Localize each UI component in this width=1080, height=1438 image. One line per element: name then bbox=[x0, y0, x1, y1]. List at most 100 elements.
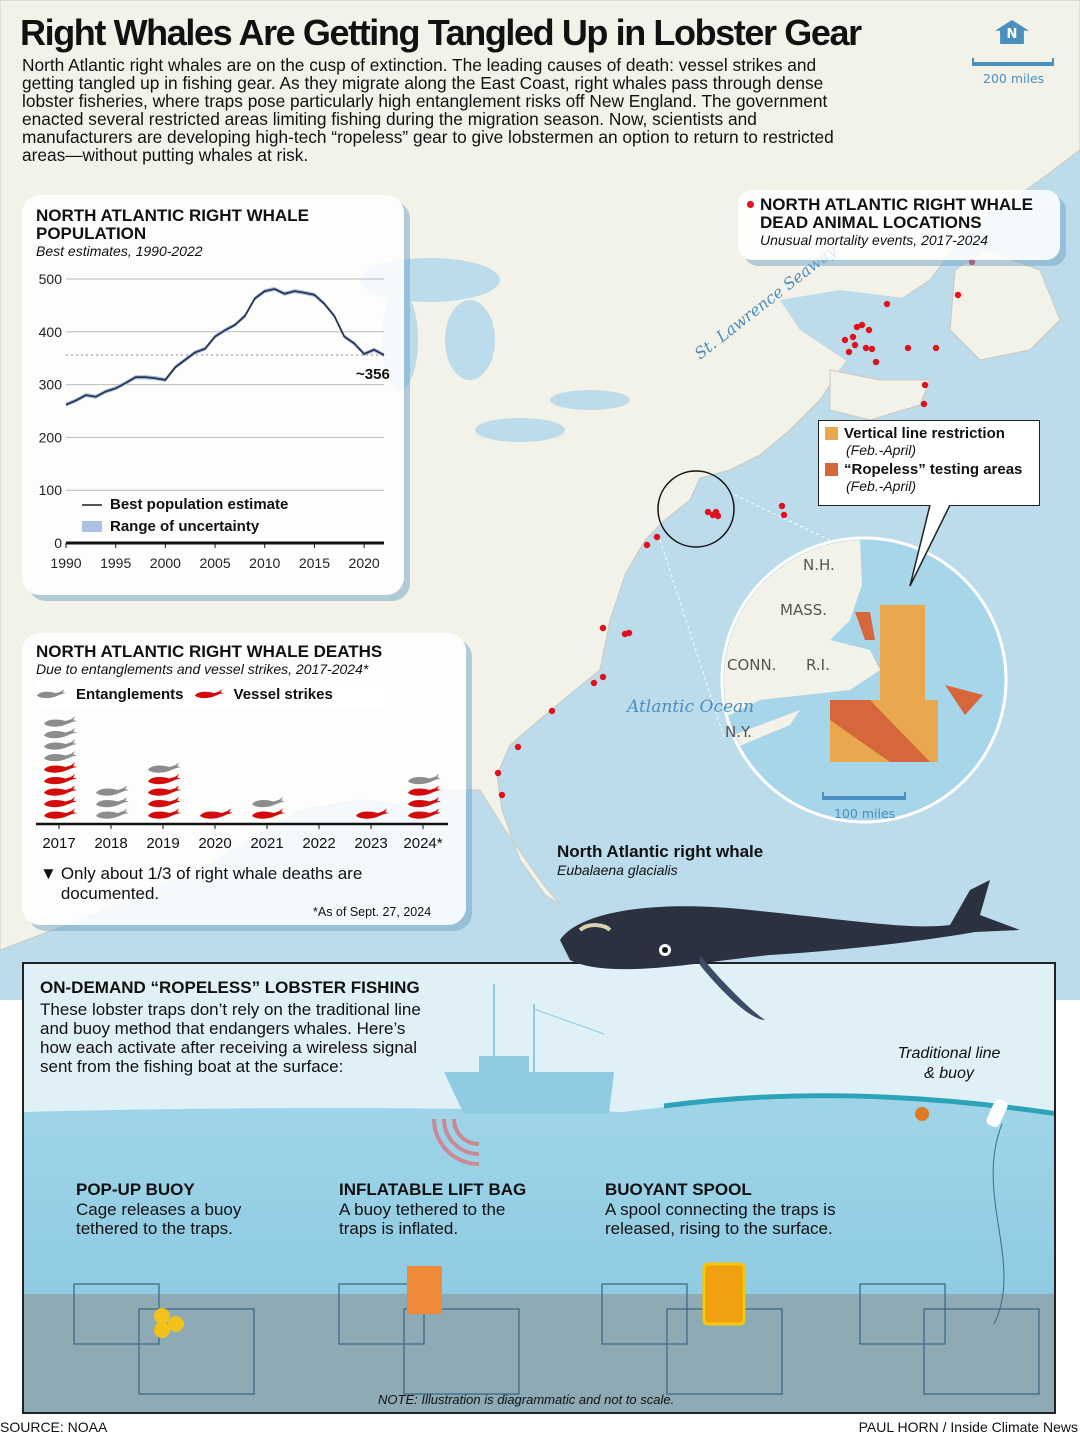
dead-animal-marker bbox=[865, 326, 873, 334]
x-tick-label: 2010 bbox=[249, 555, 280, 571]
dead-animal-marker bbox=[643, 541, 651, 549]
vessel-strikes-whale-mark bbox=[43, 762, 77, 773]
dead-animal-markers bbox=[494, 200, 976, 799]
x-tick-label: 1990 bbox=[50, 555, 81, 571]
x-tick-label: 2022 bbox=[302, 835, 335, 852]
band-swatch bbox=[82, 521, 102, 532]
legend-note: (Feb.-April) bbox=[846, 442, 917, 458]
wireless-signal-icon bbox=[432, 1118, 480, 1166]
restriction-legend: Vertical line restriction (Feb.-April) “… bbox=[818, 420, 1040, 506]
traditional-float-icon bbox=[986, 1098, 1008, 1128]
method-pop-up-buoy: POP-UP BUOY Cage releases a buoy tethered… bbox=[76, 1180, 242, 1238]
entanglements-whale-mark bbox=[43, 727, 77, 739]
dead-animal-marker bbox=[932, 344, 940, 352]
dead-locations-subtitle: Unusual mortality events, 2017-2024 bbox=[760, 232, 989, 248]
x-tick-label: 2017 bbox=[42, 835, 75, 852]
ropeless-testing-area bbox=[830, 700, 930, 762]
inset-state-mass: MASS. bbox=[780, 601, 828, 619]
traditional-label: Traditional line & buoy bbox=[897, 1045, 1001, 1082]
nova-scotia bbox=[829, 369, 931, 421]
vessel-strikes-whale-mark bbox=[355, 808, 389, 819]
vessel-strikes-whale-mark bbox=[251, 808, 285, 819]
legend-note: (Feb.-April) bbox=[846, 478, 917, 494]
whale-name: North Atlantic right whale bbox=[557, 842, 764, 861]
dead-animal-marker bbox=[653, 533, 661, 541]
current-population-annotation: ~356 bbox=[356, 366, 390, 383]
vessel-strikes-whale-mark bbox=[407, 808, 441, 819]
vessel-strikes-whale-mark bbox=[199, 808, 233, 819]
entanglements-whale-mark bbox=[43, 750, 77, 762]
dead-animal-marker bbox=[548, 707, 556, 715]
dead-animal-marker bbox=[778, 502, 786, 510]
inset-scale-bar bbox=[822, 792, 906, 800]
vessel-strikes-whale-mark bbox=[43, 796, 77, 808]
traditional-buoy-icon bbox=[915, 1107, 929, 1121]
entanglements-whale-mark bbox=[147, 762, 181, 773]
x-tick-label: 2023 bbox=[354, 835, 387, 852]
method-buoyant-spool: BUOYANT SPOOL A spool connecting the trap… bbox=[605, 1180, 836, 1238]
scale-bar bbox=[972, 58, 1054, 66]
pop-up-buoy-icon bbox=[154, 1308, 184, 1338]
entanglements-whale-mark bbox=[43, 739, 77, 750]
entanglements-whale-mark bbox=[251, 796, 285, 808]
dead-animal-marker bbox=[590, 679, 598, 687]
deaths-chart-panel: NORTH ATLANTIC RIGHT WHALE DEATHS Due to… bbox=[22, 633, 466, 925]
legend-pointer bbox=[909, 504, 951, 587]
inset-state-ny: N.Y. bbox=[725, 723, 752, 741]
ropeless-swatch bbox=[825, 463, 838, 476]
dead-animal-marker bbox=[599, 673, 607, 681]
vessel-strikes-whale-mark bbox=[407, 785, 441, 796]
lift-bag-icon bbox=[407, 1266, 442, 1314]
source-credit: SOURCE: NOAA bbox=[0, 1419, 108, 1435]
page-title: Right Whales Are Getting Tangled Up in L… bbox=[20, 12, 862, 53]
ropeless-fishing-panel: ON-DEMAND “ROPELESS” LOBSTER FISHING The… bbox=[22, 962, 1056, 1414]
dead-animal-marker bbox=[514, 743, 522, 751]
legend-label: “Ropeless” testing areas bbox=[844, 461, 1023, 478]
entanglements-whale-mark bbox=[95, 785, 129, 796]
y-tick-label: 200 bbox=[39, 429, 63, 445]
inset-state-conn: CONN. bbox=[727, 656, 777, 674]
inset-connector bbox=[734, 494, 841, 546]
entanglements-whale-mark bbox=[407, 773, 441, 785]
y-tick-label: 400 bbox=[39, 324, 63, 340]
gulf-st-lawrence bbox=[780, 290, 950, 380]
x-tick-label: 2020 bbox=[198, 835, 231, 852]
vertical-line-swatch bbox=[825, 427, 838, 440]
legend-uncertainty: Range of uncertainty bbox=[82, 518, 259, 535]
traditional-line bbox=[992, 1123, 1005, 1325]
vessel-strikes-whale-mark bbox=[147, 796, 181, 808]
dead-animal-marker bbox=[872, 358, 880, 366]
author-credit: PAUL HORN / Inside Climate News bbox=[858, 1419, 1078, 1435]
x-tick-label: 2020 bbox=[349, 555, 380, 571]
x-tick-label: 2024* bbox=[403, 835, 442, 852]
intro-text: North Atlantic right whales are on the c… bbox=[22, 55, 834, 165]
dead-animal-marker bbox=[849, 333, 857, 341]
dead-animal-marker bbox=[780, 511, 788, 519]
inset-scale-label: 100 miles bbox=[834, 806, 896, 821]
y-tick-label: 500 bbox=[39, 271, 63, 287]
dead-animal-marker bbox=[954, 291, 962, 299]
whale-species: Eubalaena glacialis bbox=[557, 862, 678, 878]
inset-state-ri: R.I. bbox=[806, 656, 830, 674]
population-chart: 0 100 200 300 400 500 1990 1995 2000 2005 2010 2015… bbox=[39, 271, 385, 571]
dead-animal-marker bbox=[841, 336, 849, 344]
population-line bbox=[65, 288, 385, 406]
x-tick-label: 1995 bbox=[100, 555, 131, 571]
ropeless-illustration bbox=[24, 984, 1054, 1412]
inset-connector bbox=[659, 539, 726, 741]
dead-animal-marker bbox=[845, 348, 853, 356]
legend-best-estimate: Best population estimate bbox=[82, 496, 288, 513]
population-chart-subtitle: Best estimates, 1990-2022 bbox=[36, 243, 203, 259]
legend-label: Vertical line restriction bbox=[844, 425, 1005, 442]
right-whale-illustration bbox=[560, 880, 1020, 1020]
buoyant-spool-icon bbox=[702, 1262, 746, 1326]
seafloor bbox=[24, 1294, 1054, 1412]
dead-animal-marker bbox=[599, 624, 607, 632]
ropeless-text: These lobster traps don’t rely on the tr… bbox=[40, 1000, 421, 1076]
dead-animal-marker bbox=[498, 791, 506, 799]
vessel-strikes-whale-mark bbox=[407, 796, 441, 808]
method-inflatable-lift-bag: INFLATABLE LIFT BAG A buoy tethered to th… bbox=[339, 1180, 527, 1238]
x-tick-label: 2000 bbox=[150, 555, 181, 571]
dead-locations-title: NORTH ATLANTIC RIGHT WHALE DEAD ANIMAL L… bbox=[760, 195, 1033, 232]
entanglement-whale-icon bbox=[36, 688, 66, 700]
